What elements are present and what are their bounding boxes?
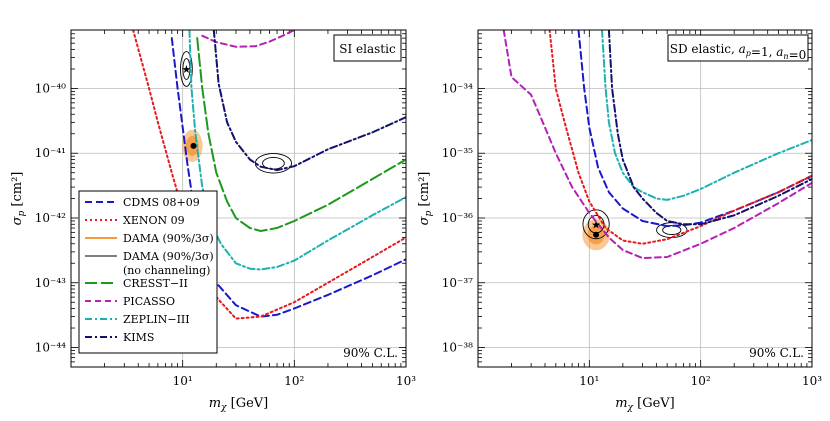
series-line-zeplin-iii — [188, 30, 406, 271]
dama-no-channeling-contour-3sigma — [656, 222, 688, 239]
x-tick-label: 10¹ — [173, 374, 193, 388]
x-axis-label: mχ [GeV] — [615, 396, 675, 413]
panel-si-elastic: 10¹ 10² 10³ 10⁻⁴⁴ 10⁻⁴³ 10⁻⁴² 10⁻⁴¹ 10⁻⁴⁰ ★ SI el… — [10, 29, 416, 413]
y-tick-label: 10⁻⁴² — [35, 211, 66, 225]
dama-no-channeling-contour-90cl — [662, 225, 682, 236]
y-tick-label: 10⁻⁴³ — [35, 276, 66, 290]
legend-label-kims: KIMS — [123, 331, 154, 344]
plot-frame — [70, 29, 407, 368]
dama-no-channeling-contour-3sigma — [254, 153, 293, 174]
y-tick-label: 10⁻³⁷ — [442, 276, 473, 290]
panel-sd-elastic: 10¹ 10² 10³ 10⁻³⁸ 10⁻³⁷ 10⁻³⁶ 10⁻³⁵ 10⁻³⁴ ★ SD el… — [417, 29, 822, 413]
y-tick-label: 10⁻⁴¹ — [35, 146, 66, 160]
legend: CDMS 08+09 XENON 09 DAMA (90%/3σ) DAMA (90%… — [78, 190, 218, 354]
plot-area: ★ — [502, 30, 812, 260]
chart-title: SD elastic, ap=1, an=0 — [670, 42, 807, 62]
y-tick-label: 10⁻³⁵ — [442, 146, 473, 160]
confidence-level-note: 90% C.L. — [749, 346, 804, 360]
y-tick-label: 10⁻⁴⁴ — [35, 341, 66, 355]
confidence-level-note: 90% C.L. — [343, 346, 398, 360]
legend-label-dama-90-3: DAMA (90%/3σ) — [123, 232, 214, 245]
x-tick-label: 10² — [284, 374, 304, 388]
plot-area: ★ — [132, 30, 406, 320]
legend-label-cresst-ii: CRESST−II — [123, 277, 188, 290]
best-fit-star: ★ — [181, 63, 191, 76]
dama-no-channeling-contour-3sigma — [582, 209, 610, 240]
y-axis-label: σp [cm²] — [417, 172, 434, 226]
dama-no-channeling-contour-3sigma — [180, 51, 193, 87]
y-tick-label: 10⁻³⁸ — [442, 341, 473, 355]
series-line-kims — [607, 30, 812, 226]
legend-label-zeplin-iii: ZEPLIN−III — [123, 313, 190, 326]
legend-label-dama-90-3: DAMA (90%/3σ) — [123, 250, 214, 263]
y-tick-label: 10⁻³⁴ — [442, 81, 473, 95]
series-line-xenon-09 — [548, 30, 812, 245]
x-tick-label: 10³ — [802, 374, 822, 388]
y-axis-label: σp [cm²] — [10, 172, 27, 226]
dama-no-channeling-contour-90cl — [182, 58, 191, 80]
chart-title: SI elastic — [339, 42, 396, 56]
y-tick-label: 10⁻³⁶ — [442, 211, 473, 225]
best-fit-dot — [190, 142, 197, 149]
legend-label-xenon-09: XENON 09 — [123, 214, 185, 227]
legend-label-note: (no channeling) — [123, 264, 210, 277]
series-line-picasso — [502, 30, 812, 260]
series-line-kims — [212, 30, 406, 172]
x-tick-label: 10³ — [396, 374, 416, 388]
best-fit-dot — [593, 231, 600, 238]
series-line-zeplin-iii — [601, 30, 812, 201]
dama-no-channeling-contour-90cl — [262, 156, 285, 170]
plot-frame — [477, 29, 813, 368]
x-axis-label: mχ [GeV] — [209, 396, 269, 413]
legend-label-picasso: PICASSO — [123, 295, 175, 308]
x-tick-label: 10¹ — [579, 374, 599, 388]
legend-box — [78, 190, 218, 354]
series-line-cdms-08-09 — [170, 37, 406, 318]
best-fit-star: ★ — [591, 218, 601, 231]
legend-label-cdms-08-09: CDMS 08+09 — [123, 196, 200, 209]
series-line-cdms-08-09 — [577, 30, 812, 228]
title-box — [667, 34, 809, 62]
series-line-cresst-ii — [196, 37, 406, 232]
series-line-picasso — [201, 30, 296, 48]
title-box — [333, 34, 402, 62]
y-tick-label: 10⁻⁴⁰ — [35, 81, 66, 95]
x-tick-label: 10² — [691, 374, 711, 388]
